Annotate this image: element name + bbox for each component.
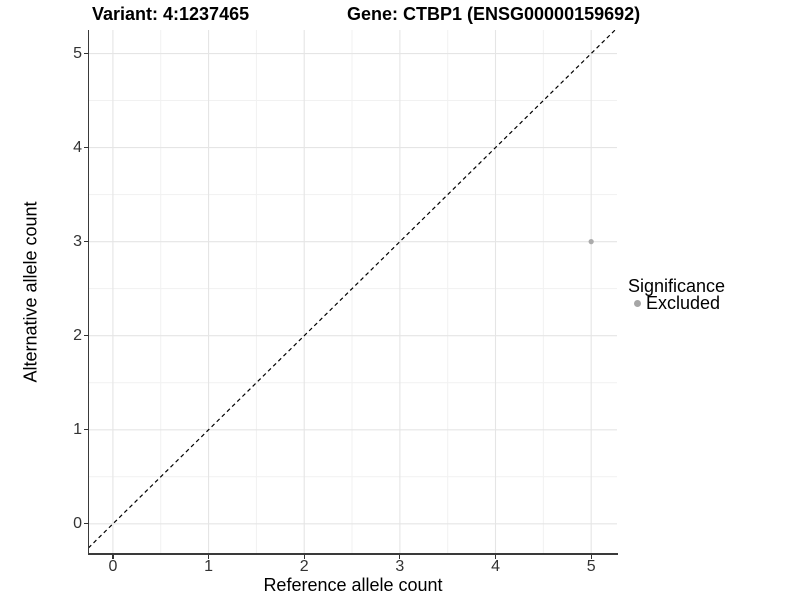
legend-item-label: Excluded xyxy=(646,293,721,313)
y-tick-label: 5 xyxy=(73,44,82,62)
x-axis-title: Reference allele count xyxy=(263,575,443,595)
x-tick-mark xyxy=(590,554,592,559)
x-tick-mark xyxy=(303,554,305,559)
plot-panel xyxy=(89,30,617,553)
x-tick-label: 5 xyxy=(586,558,596,575)
y-tick-label: 1 xyxy=(73,420,82,438)
legend-item-excluded: Excluded xyxy=(634,293,720,314)
variant-title: Variant: 4:1237465 xyxy=(92,4,250,24)
y-axis-line xyxy=(88,30,90,555)
y-tick-label: 0 xyxy=(73,514,82,532)
x-tick-label: 3 xyxy=(395,558,405,575)
x-tick-mark xyxy=(207,554,210,559)
x-tick-mark xyxy=(112,554,114,559)
y-tick-label: 4 xyxy=(73,138,82,156)
y-tick-mark xyxy=(84,241,89,243)
y-tick-mark xyxy=(84,429,89,431)
y-axis-title: Alternative allele count xyxy=(20,201,41,383)
x-tick-mark xyxy=(494,554,497,559)
plot-area xyxy=(89,30,617,553)
y-tick-mark xyxy=(84,146,89,149)
x-tick-label: 1 xyxy=(204,558,214,575)
data-point xyxy=(588,239,594,245)
x-tick-label: 4 xyxy=(491,558,500,575)
identity-line xyxy=(89,30,616,549)
legend-title: Significance xyxy=(628,276,726,296)
y-tick-mark xyxy=(84,523,89,525)
x-tick-label: 0 xyxy=(108,558,118,575)
y-tick-label: 2 xyxy=(73,326,82,344)
x-tick-mark xyxy=(399,554,401,559)
x-axis-line xyxy=(88,553,618,555)
y-tick-mark xyxy=(84,52,89,55)
x-tick-label: 2 xyxy=(299,558,309,575)
excluded-point-icon xyxy=(634,300,641,307)
y-tick-mark xyxy=(84,335,89,337)
y-tick-label: 3 xyxy=(73,232,82,250)
gene-title: Gene: CTBP1 (ENSG00000159692) xyxy=(347,4,641,24)
